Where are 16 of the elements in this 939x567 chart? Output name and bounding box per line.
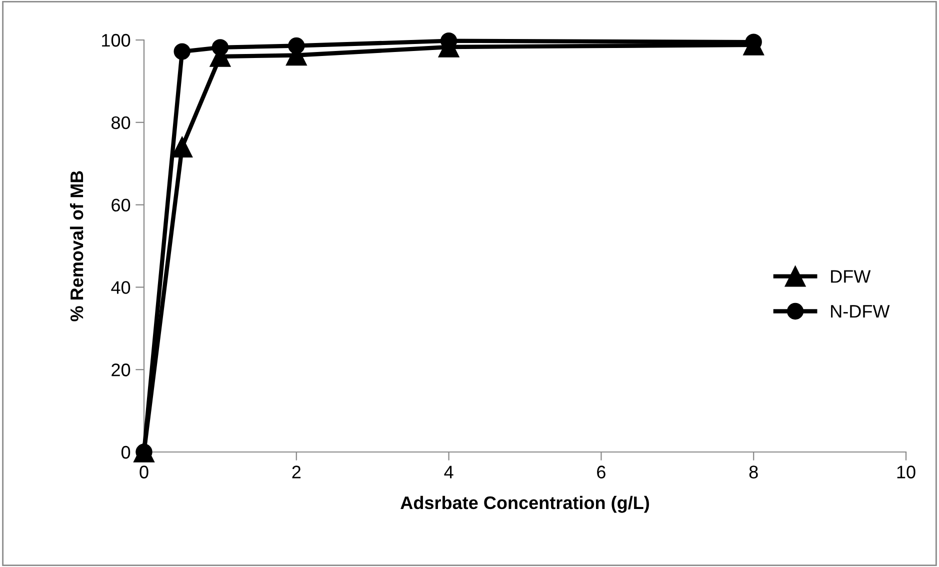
x-axis-title: Adsrbate Concentration (g/L) [400,496,649,513]
x-tick-label: 10 [897,466,916,478]
y-tick-label: 100 [102,34,130,47]
y-tick-label: 80 [112,116,130,130]
y-tick-label: 0 [121,446,130,459]
x-tick-label: 4 [444,466,454,478]
legend-label: DFW [831,270,871,283]
legend-label: N-DFW [831,305,890,318]
x-tick-label: 2 [292,466,301,478]
x-tick-label: 0 [140,466,148,478]
x-tick-label: 6 [597,466,606,478]
y-tick-label: 20 [112,364,130,376]
x-tick-label: 8 [749,466,758,478]
y-tick-label: 60 [112,198,130,212]
y-tick-label: 40 [111,281,130,294]
y-axis-title: % Removal of MB [70,171,84,322]
